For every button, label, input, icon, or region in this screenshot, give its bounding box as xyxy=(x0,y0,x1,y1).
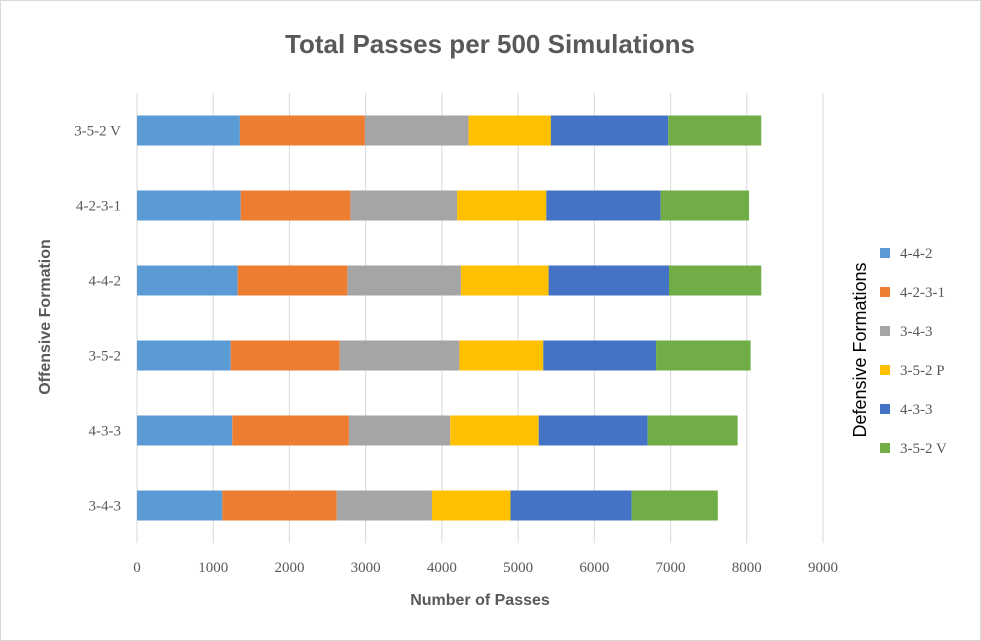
legend: 4-4-2 4-2-3-1 3-4-3 3-5-2 P 4-3-3 3-5-2 V xyxy=(880,246,947,457)
x-tick-label: 0 xyxy=(133,560,141,576)
y-tick-label: 3-5-2 V xyxy=(74,124,121,140)
x-tick-label: 7000 xyxy=(656,560,686,576)
bar-segment xyxy=(137,265,238,296)
bar-segment xyxy=(137,490,223,521)
y-tick-label: 3-4-3 xyxy=(89,499,122,515)
bar-segment xyxy=(431,490,511,521)
legend-label: 3-5-2 V xyxy=(900,441,947,457)
y-tick-label: 4-3-3 xyxy=(89,424,122,440)
legend-label: 4-3-3 xyxy=(900,402,933,418)
bar-segment xyxy=(510,490,632,521)
x-axis-title: Number of Passes xyxy=(410,592,550,609)
bar-segment xyxy=(668,115,762,146)
bar-segment xyxy=(350,190,458,221)
x-tick-label: 1000 xyxy=(198,560,228,576)
legend-swatch xyxy=(880,443,890,453)
gridlines xyxy=(136,93,824,543)
legend-label: 3-5-2 P xyxy=(900,363,945,379)
x-tick-label: 5000 xyxy=(503,560,533,576)
legend-swatch xyxy=(880,287,890,297)
x-tick-label: 3000 xyxy=(351,560,381,576)
bar-segment xyxy=(237,265,348,296)
bar-segment xyxy=(450,415,539,446)
x-tick-labels: 0 1000 2000 3000 4000 5000 6000 7000 8000 9000 xyxy=(133,560,838,576)
bar-segment xyxy=(660,190,750,221)
bar-segment xyxy=(230,340,340,371)
bar-segment xyxy=(336,490,432,521)
bar-segment xyxy=(137,415,233,446)
bar-segment xyxy=(669,265,762,296)
bar-segment xyxy=(468,115,551,146)
y-tick-label: 3-5-2 xyxy=(89,349,122,365)
legend-label: 4-2-3-1 xyxy=(900,285,945,301)
bar-segment xyxy=(459,340,544,371)
x-tick-label: 6000 xyxy=(579,560,609,576)
bar-segment xyxy=(543,340,657,371)
bar-segment xyxy=(232,415,349,446)
bar-segment xyxy=(239,115,365,146)
bar-segment xyxy=(550,115,669,146)
bar-segment xyxy=(631,490,718,521)
bar-segment xyxy=(546,190,661,221)
bar-segment xyxy=(222,490,337,521)
bar-segment xyxy=(548,265,670,296)
legend-swatch xyxy=(880,365,890,375)
bar-segment xyxy=(137,340,231,371)
legend-title: Defensive Formations xyxy=(850,262,870,437)
x-tick-label: 2000 xyxy=(274,560,304,576)
legend-swatch xyxy=(880,404,890,414)
legend-label: 4-4-2 xyxy=(900,246,933,262)
x-tick-label: 8000 xyxy=(732,560,762,576)
legend-swatch xyxy=(880,248,890,258)
x-tick-label: 9000 xyxy=(808,560,838,576)
bar-segment xyxy=(137,190,241,221)
bar-segment xyxy=(348,415,451,446)
bar-segment xyxy=(538,415,648,446)
y-axis-title: Offensive Formation xyxy=(37,239,54,395)
y-tick-label: 4-4-2 xyxy=(89,274,122,290)
bar-segment xyxy=(339,340,460,371)
bar-segment xyxy=(347,265,461,296)
x-tick-label: 4000 xyxy=(427,560,457,576)
bars-group xyxy=(137,115,762,521)
bar-segment xyxy=(240,190,351,221)
chart-title: Total Passes per 500 Simulations xyxy=(285,29,695,59)
legend-swatch xyxy=(880,326,890,336)
bar-segment xyxy=(137,115,240,146)
y-tick-label: 4-2-3-1 xyxy=(76,199,121,215)
bar-segment xyxy=(647,415,738,446)
bar-segment xyxy=(656,340,751,371)
y-tick-labels: 3-4-3 4-3-3 3-5-2 4-4-2 4-2-3-1 3-5-2 V xyxy=(74,124,121,515)
bar-segment xyxy=(460,265,549,296)
legend-label: 3-4-3 xyxy=(900,324,933,340)
bar-segment xyxy=(364,115,469,146)
bar-segment xyxy=(457,190,547,221)
